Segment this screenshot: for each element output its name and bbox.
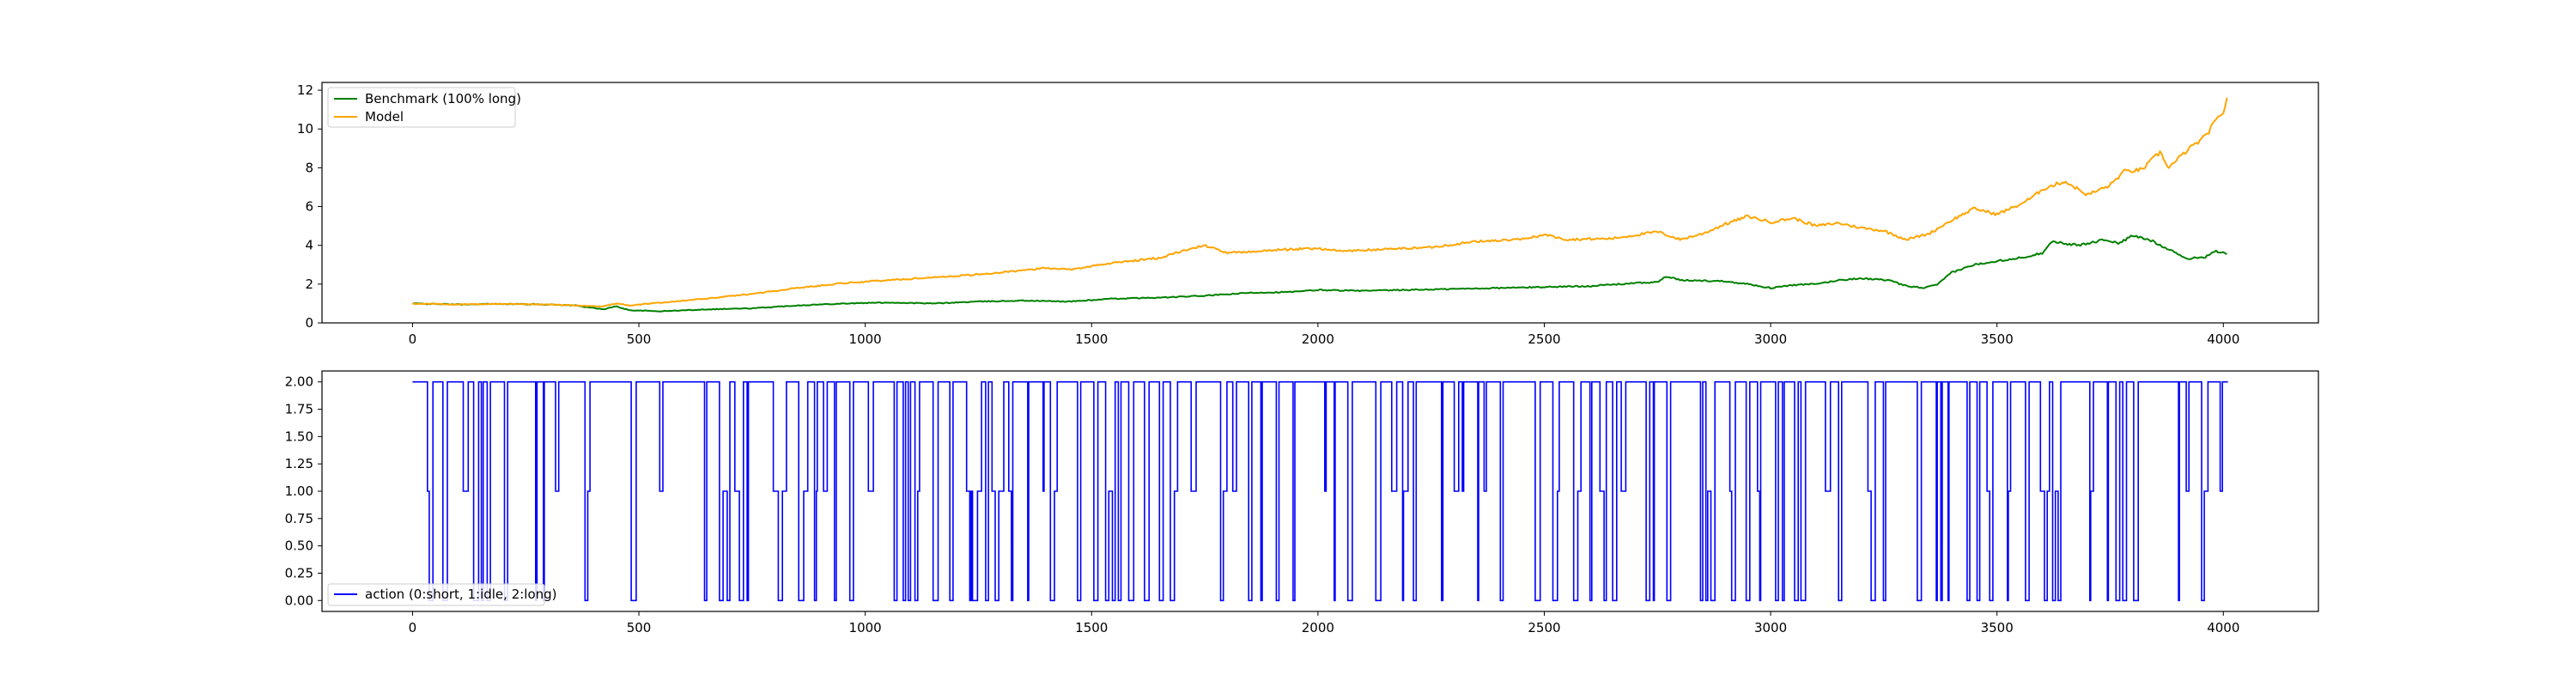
action-series-group xyxy=(412,380,2228,602)
equity-x-tick-label: 500 xyxy=(627,331,652,347)
action-x-tick-label: 2500 xyxy=(1528,620,1560,635)
action-x-tick-label: 2000 xyxy=(1302,620,1334,635)
equity-x-tick-label: 2500 xyxy=(1528,331,1560,347)
model-series-line xyxy=(412,97,2228,308)
action-x-tick-label: 0 xyxy=(409,620,417,635)
equity-legend: Benchmark (100% long) Model xyxy=(327,87,521,128)
equity-x-tick-label: 2000 xyxy=(1302,331,1334,347)
action-x-tick-label: 500 xyxy=(627,620,652,635)
action-y-tick-label: 0.50 xyxy=(285,538,313,554)
action-y-tick-label: 1.75 xyxy=(285,402,313,417)
action-y-tick-label: 1.25 xyxy=(285,456,313,471)
action-y-axis: 0.00 0.25 0.50 0.75 1.00 1.25 1.50 1.75 2.00 xyxy=(285,374,322,608)
action-x-tick-label: 3500 xyxy=(1981,620,2014,635)
equity-y-tick-label: 2 xyxy=(305,277,313,292)
action-y-tick-label: 0.75 xyxy=(285,511,313,526)
equity-y-tick-label: 0 xyxy=(305,315,313,331)
action-y-tick-label: 0.00 xyxy=(285,593,313,608)
action-x-tick-label: 3000 xyxy=(1754,620,1787,635)
equity-y-tick-label: 4 xyxy=(305,238,313,253)
equity-y-tick-label: 8 xyxy=(305,160,313,175)
action-x-tick-label: 4000 xyxy=(2207,620,2239,635)
equity-x-tick-label: 1500 xyxy=(1075,331,1108,347)
equity-x-axis: 0 500 1000 1500 2000 2500 3000 3500 4000 xyxy=(409,323,2239,347)
action-y-tick-label: 2.00 xyxy=(285,374,313,390)
model-legend-label: Model xyxy=(365,109,404,125)
action-series-line xyxy=(412,380,2228,602)
equity-chart-frame xyxy=(321,82,2319,324)
equity-x-tick-label: 0 xyxy=(409,331,417,347)
action-chart: 0 500 1000 1500 2000 2500 3000 3500 4000 0.00 0.2… xyxy=(285,370,2319,635)
equity-series-group xyxy=(412,97,2228,313)
action-legend-label: action (0:short, 1:idle, 2:long) xyxy=(365,587,557,602)
equity-y-tick-label: 10 xyxy=(297,121,313,137)
equity-x-tick-label: 3000 xyxy=(1754,331,1787,347)
action-y-tick-label: 1.00 xyxy=(285,483,313,499)
action-x-tick-label: 1000 xyxy=(849,620,882,635)
action-x-axis: 0 500 1000 1500 2000 2500 3000 3500 4000 xyxy=(409,611,2239,635)
equity-y-tick-label: 12 xyxy=(297,82,313,98)
benchmark-series-line xyxy=(412,234,2227,313)
action-x-tick-label: 1500 xyxy=(1075,620,1108,635)
action-legend: action (0:short, 1:idle, 2:long) xyxy=(327,583,557,606)
equity-y-tick-label: 6 xyxy=(305,199,313,215)
equity-x-tick-label: 1000 xyxy=(849,331,882,347)
equity-legend-box xyxy=(327,87,516,128)
equity-chart: 0 500 1000 1500 2000 2500 3000 3500 4000 0 2 4 6 8 10… xyxy=(297,82,2319,347)
equity-x-tick-label: 4000 xyxy=(2207,331,2239,347)
action-legend-box xyxy=(327,583,545,606)
action-y-tick-label: 0.25 xyxy=(285,565,313,581)
benchmark-legend-label: Benchmark (100% long) xyxy=(365,91,521,106)
action-y-tick-label: 1.50 xyxy=(285,429,313,444)
equity-y-axis: 0 2 4 6 8 10 12 xyxy=(297,82,322,331)
equity-x-tick-label: 3500 xyxy=(1981,331,2014,347)
